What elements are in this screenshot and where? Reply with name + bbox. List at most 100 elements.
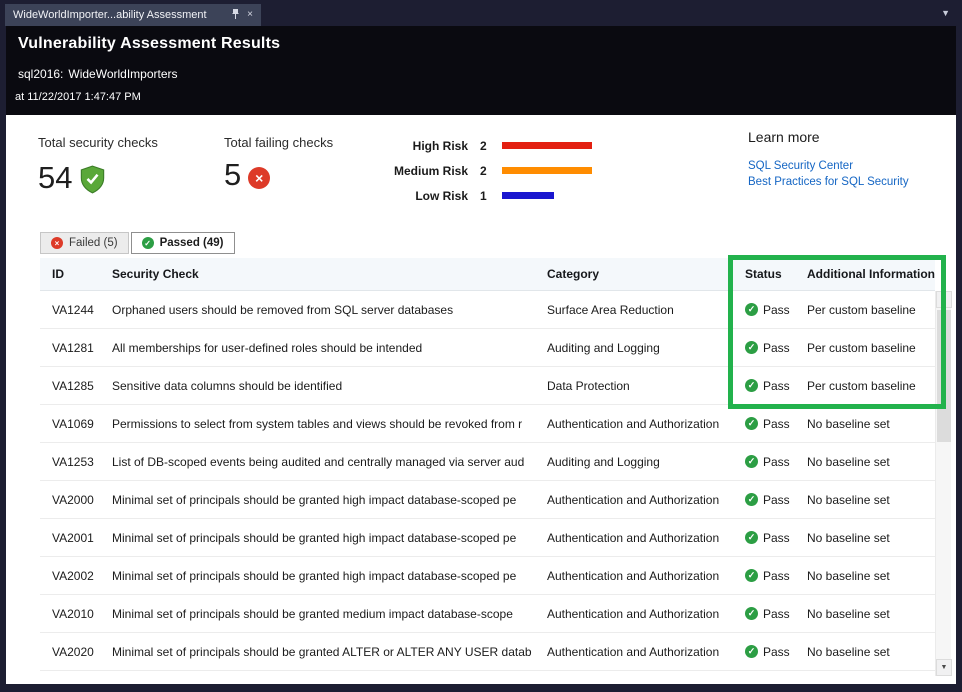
table-row[interactable]: VA2020 Minimal set of principals should … [40, 633, 935, 671]
pass-check-icon: ✓ [745, 493, 758, 506]
row-additional-info: No baseline set [807, 492, 890, 507]
status-text: Pass [763, 644, 790, 659]
scroll-up-icon[interactable]: ▲ [936, 291, 952, 308]
status-text: Pass [763, 302, 790, 317]
window-dropdown-icon[interactable]: ▼ [941, 8, 950, 18]
row-additional-info: Per custom baseline [807, 340, 916, 355]
assessment-header: Vulnerability Assessment Results sql2016… [6, 26, 956, 115]
medium-risk-bar [502, 167, 592, 174]
table-row[interactable]: VA2000 Minimal set of principals should … [40, 481, 935, 519]
failing-checks-stat: Total failing checks 5 × [224, 135, 333, 193]
row-status: ✓ Pass [733, 303, 795, 317]
low-risk-bar [502, 192, 554, 199]
table-row[interactable]: VA2002 Minimal set of principals should … [40, 557, 935, 595]
col-header-security-check[interactable]: Security Check [112, 267, 199, 281]
table-row[interactable]: VA1253 List of DB-scoped events being au… [40, 443, 935, 481]
col-header-additional-info[interactable]: Additional Information [807, 267, 935, 281]
scroll-down-icon[interactable]: ▼ [936, 659, 952, 676]
tab-failed[interactable]: × Failed (5) [40, 232, 129, 254]
row-id: VA1244 [52, 302, 94, 317]
risk-summary: High Risk 2 Medium Risk 2 Low Risk 1 [394, 133, 592, 208]
status-text: Pass [763, 530, 790, 545]
row-status: ✓ Pass [733, 493, 795, 507]
pass-check-icon: ✓ [745, 341, 758, 354]
high-risk-count: 2 [480, 138, 487, 153]
table-row[interactable]: VA2001 Minimal set of principals should … [40, 519, 935, 557]
table-row[interactable]: VA1281 All memberships for user-defined … [40, 329, 935, 367]
row-id: VA1281 [52, 340, 94, 355]
row-status: ✓ Pass [733, 341, 795, 355]
row-category: Auditing and Logging [547, 454, 660, 469]
failing-checks-label: Total failing checks [224, 135, 334, 150]
status-text: Pass [763, 454, 790, 469]
table-row[interactable]: VA2010 Minimal set of principals should … [40, 595, 935, 633]
row-additional-info: No baseline set [807, 454, 890, 469]
row-additional-info: No baseline set [807, 416, 890, 431]
row-status: ✓ Pass [733, 531, 795, 545]
results-table: ID Security Check Category Status Additi… [40, 258, 952, 676]
row-category: Authentication and Authorization [547, 492, 720, 507]
result-tabs: × Failed (5) ✓ Passed (49) [40, 232, 235, 254]
row-security-check: Orphaned users should be removed from SQ… [112, 302, 454, 317]
row-additional-info: Per custom baseline [807, 302, 916, 317]
failed-tab-icon: × [51, 237, 63, 249]
content-panel: Total security checks 54 Total failing c… [6, 115, 956, 684]
status-text: Pass [763, 568, 790, 583]
medium-risk-count: 2 [480, 163, 487, 178]
row-category: Authentication and Authorization [547, 606, 720, 621]
row-category: Surface Area Reduction [547, 302, 674, 317]
shield-check-icon [79, 165, 106, 199]
results-table-body: VA1244 Orphaned users should be removed … [40, 291, 951, 671]
status-text: Pass [763, 416, 790, 431]
row-category: Authentication and Authorization [547, 416, 720, 431]
failed-tab-label: Failed (5) [69, 237, 118, 249]
total-checks-stat: Total security checks 54 [38, 135, 158, 199]
document-tab-title: WideWorldImporter...ability Assessment [13, 9, 207, 21]
row-additional-info: No baseline set [807, 644, 890, 659]
pass-check-icon: ✓ [745, 569, 758, 582]
row-category: Authentication and Authorization [547, 644, 720, 659]
col-header-id[interactable]: ID [52, 267, 64, 281]
low-risk-label: Low Risk [415, 188, 468, 203]
scan-timestamp: at 11/22/2017 1:47:47 PM [15, 91, 141, 103]
failing-checks-value: 5 [224, 157, 242, 192]
risk-row-low: Low Risk 1 [394, 183, 592, 208]
row-status: ✓ Pass [733, 569, 795, 583]
pin-icon[interactable] [231, 8, 240, 23]
table-row[interactable]: VA1069 Permissions to select from system… [40, 405, 935, 443]
row-security-check: Sensitive data columns should be identif… [112, 378, 343, 393]
pass-check-icon: ✓ [745, 531, 758, 544]
scrollbar-thumb[interactable] [937, 310, 951, 442]
col-header-category[interactable]: Category [547, 267, 600, 281]
page-title: Vulnerability Assessment Results [18, 35, 281, 52]
risk-row-medium: Medium Risk 2 [394, 158, 592, 183]
row-id: VA2000 [52, 492, 94, 507]
learn-more-section: Learn more SQL Security Center Best Prac… [748, 129, 909, 190]
server-name: sql2016: [18, 67, 64, 81]
risk-row-high: High Risk 2 [394, 133, 592, 158]
col-header-status[interactable]: Status [745, 267, 782, 281]
row-category: Data Protection [547, 378, 630, 393]
row-additional-info: No baseline set [807, 606, 890, 621]
row-additional-info: No baseline set [807, 530, 890, 545]
table-row[interactable]: VA1244 Orphaned users should be removed … [40, 291, 935, 329]
document-tab[interactable]: WideWorldImporter...ability Assessment × [5, 4, 261, 26]
row-status: ✓ Pass [733, 379, 795, 393]
pass-check-icon: ✓ [745, 645, 758, 658]
tab-passed[interactable]: ✓ Passed (49) [130, 232, 235, 254]
pass-check-icon: ✓ [745, 417, 758, 430]
row-id: VA1285 [52, 378, 94, 393]
status-text: Pass [763, 492, 790, 507]
row-id: VA1069 [52, 416, 94, 431]
vertical-scrollbar[interactable]: ▲ ▼ [935, 291, 952, 676]
close-icon[interactable]: × [247, 9, 253, 20]
link-sql-security-center[interactable]: SQL Security Center [748, 160, 854, 172]
link-best-practices[interactable]: Best Practices for SQL Security [748, 176, 909, 188]
pass-check-icon: ✓ [745, 607, 758, 620]
total-checks-label: Total security checks [38, 135, 158, 150]
row-additional-info: No baseline set [807, 568, 890, 583]
row-status: ✓ Pass [733, 607, 795, 621]
table-row[interactable]: VA1285 Sensitive data columns should be … [40, 367, 935, 405]
pass-check-icon: ✓ [745, 379, 758, 392]
